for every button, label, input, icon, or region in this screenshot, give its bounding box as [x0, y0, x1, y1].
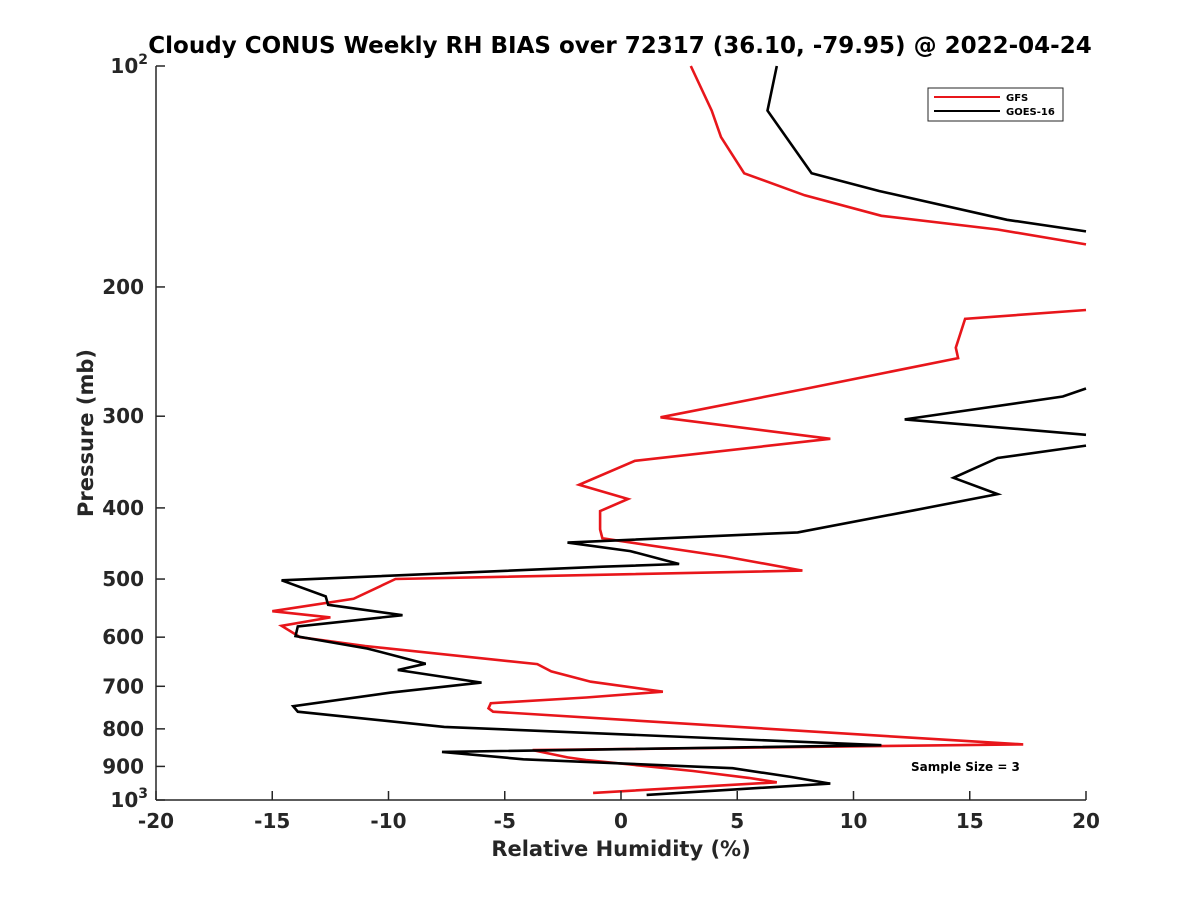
x-tick-label: -5	[494, 809, 516, 833]
y-tick-label: 900	[102, 754, 144, 778]
x-tick-label: -20	[138, 809, 174, 833]
y-tick-label: 700	[102, 674, 144, 698]
x-tick-label: 10	[840, 809, 868, 833]
series-line-goes16-segment-2	[904, 387, 1087, 437]
y-tick-label: 500	[102, 567, 144, 591]
legend-label-gfs: GFS	[1006, 93, 1028, 104]
y-ticks: 102 200 300 400 500 600 700 800 900 103	[102, 52, 165, 812]
plot-lines	[272, 65, 1087, 797]
y-axis-label: Pressure (mb)	[74, 349, 98, 517]
legend: GFS GOES-16	[927, 87, 1064, 122]
x-ticks: -20 -15 -10 -5 0 5 10 15 20	[138, 791, 1100, 833]
y-tick-label: 200	[102, 275, 144, 299]
x-tick-label: 15	[956, 809, 984, 833]
y-tick-label: 300	[102, 404, 144, 428]
x-tick-label: 0	[614, 809, 628, 833]
legend-label-goes16: GOES-16	[1006, 107, 1055, 118]
x-axis-label: Relative Humidity (%)	[491, 837, 750, 861]
x-tick-label: -10	[370, 809, 406, 833]
x-tick-label: -15	[254, 809, 290, 833]
y-tick-label: 102	[110, 52, 148, 78]
x-tick-label: 20	[1072, 809, 1100, 833]
x-tick-label: 5	[730, 809, 744, 833]
y-tick-label: 800	[102, 717, 144, 741]
chart-title: Cloudy CONUS Weekly RH BIAS over 72317 (…	[148, 33, 1091, 59]
sample-size-annotation: Sample Size = 3	[911, 760, 1020, 774]
y-tick-label: 103	[110, 786, 148, 812]
series-line-gfs-segment-1	[689, 65, 1087, 246]
y-tick-label: 400	[102, 496, 144, 520]
series-line-goes16-segment-3	[281, 444, 1087, 797]
axes: -20 -15 -10 -5 0 5 10 15 20 102 200 300 400 500 600 70…	[102, 52, 1100, 833]
series-line-goes16-segment-1	[766, 65, 1087, 233]
legend-box	[927, 87, 1064, 122]
y-tick-label: 600	[102, 625, 144, 649]
